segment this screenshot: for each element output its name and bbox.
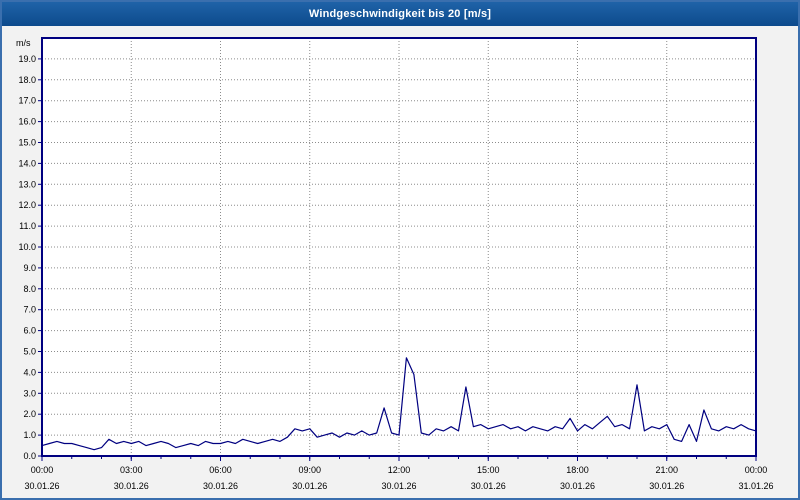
y-tick-label: 17.0 xyxy=(18,96,36,106)
y-tick-label: 10.0 xyxy=(18,242,36,252)
x-tick-time-label: 15:00 xyxy=(477,465,500,475)
x-tick-date-label: 30.01.26 xyxy=(114,481,149,491)
y-tick-label: 9.0 xyxy=(23,263,36,273)
x-tick-time-label: 00:00 xyxy=(31,465,54,475)
x-tick-date-label: 30.01.26 xyxy=(649,481,684,491)
x-tick-time-label: 06:00 xyxy=(209,465,232,475)
x-tick-time-label: 18:00 xyxy=(566,465,589,475)
y-tick-label: 8.0 xyxy=(23,284,36,294)
y-tick-label: 5.0 xyxy=(23,347,36,357)
y-axis-unit-label: m/s xyxy=(16,38,31,48)
y-tick-label: 13.0 xyxy=(18,179,36,189)
wind-speed-chart: 0.0 1.0 2.0 3.0 4.0 5.0 6.0 7.0 8.0 9.0 10.0 11.0 12… xyxy=(2,26,798,498)
x-tick-date-label: 30.01.26 xyxy=(560,481,595,491)
y-tick-label: 15.0 xyxy=(18,138,36,148)
x-tick-time-label: 03:00 xyxy=(120,465,143,475)
x-tick-time-label: 12:00 xyxy=(388,465,411,475)
y-tick-label: 12.0 xyxy=(18,200,36,210)
y-tick-label: 19.0 xyxy=(18,54,36,64)
wind-speed-line xyxy=(41,357,757,451)
y-tick-label: 2.0 xyxy=(23,409,36,419)
y-tick-label: 0.0 xyxy=(23,451,36,461)
chart-title: Windgeschwindigkeit bis 20 [m/s] xyxy=(308,8,492,20)
y-tick-label: 11.0 xyxy=(19,221,36,231)
y-tick-label: 3.0 xyxy=(23,388,36,398)
x-tick-time-label: 00:00 xyxy=(745,465,768,475)
x-tick-date-label: 30.01.26 xyxy=(24,481,59,491)
y-tick-label: 16.0 xyxy=(18,117,36,127)
x-tick-date-label: 30.01.26 xyxy=(203,481,238,491)
y-tick-label: 7.0 xyxy=(23,305,36,315)
y-tick-label: 6.0 xyxy=(23,326,36,336)
y-tick-label: 14.0 xyxy=(18,158,36,168)
x-tick-date-label: 30.01.26 xyxy=(381,481,416,491)
plot-border xyxy=(41,37,757,457)
x-tick-date-label: 31.01.26 xyxy=(738,481,773,491)
chart-title-bar: Windgeschwindigkeit bis 20 [m/s] xyxy=(2,2,798,26)
x-tick-time-label: 21:00 xyxy=(655,465,678,475)
y-tick-label: 4.0 xyxy=(23,367,36,377)
x-tick-time-label: 09:00 xyxy=(298,465,321,475)
x-tick-date-label: 30.01.26 xyxy=(292,481,327,491)
y-tick-label: 1.0 xyxy=(23,430,36,440)
x-tick-date-label: 30.01.26 xyxy=(471,481,506,491)
y-tick-label: 18.0 xyxy=(18,75,36,85)
